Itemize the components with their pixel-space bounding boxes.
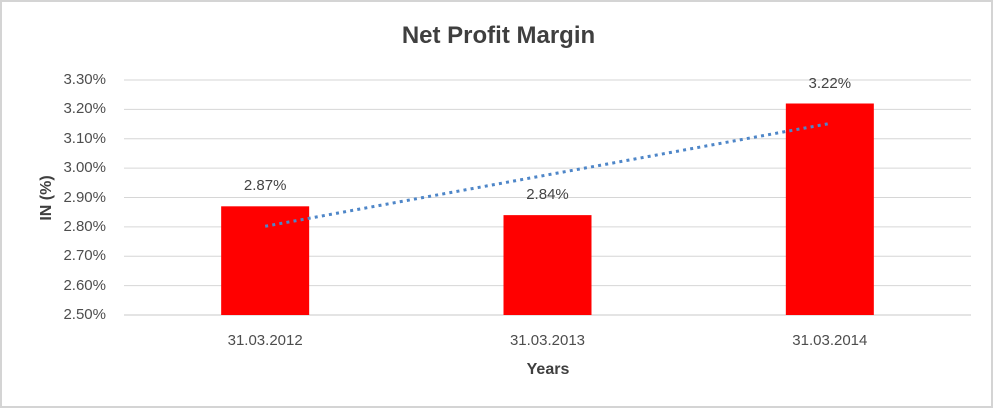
bar-data-label: 2.87% — [243, 177, 287, 195]
x-axis-tick-label: 31.03.2014 — [792, 332, 868, 349]
y-axis-tick-label: 3.10% — [63, 129, 106, 147]
y-axis-tick-label: 2.80% — [63, 217, 106, 235]
y-axis-tick-label: 2.50% — [63, 306, 106, 323]
bar-data-label: 2.84% — [526, 186, 569, 204]
chart-title: Net Profit Margin — [401, 22, 596, 49]
y-axis-tick-label: 2.90% — [63, 188, 106, 206]
bar — [221, 206, 310, 315]
bar — [503, 215, 592, 315]
y-axis-tick-label: 2.70% — [63, 247, 106, 265]
x-axis-tick-label: 31.03.2012 — [227, 332, 303, 349]
x-axis-tick-label: 31.03.2013 — [509, 332, 586, 349]
y-axis-tick-label: 3.00% — [63, 159, 106, 177]
x-axis-title: Years — [526, 361, 570, 378]
y-axis-tick-label: 3.20% — [63, 100, 106, 118]
trendline — [264, 121, 831, 228]
y-axis-tick-label: 2.60% — [63, 276, 106, 294]
bar — [785, 103, 874, 315]
y-axis-tick-label: 3.30% — [63, 71, 106, 88]
bar-data-label: 3.22% — [808, 74, 852, 92]
